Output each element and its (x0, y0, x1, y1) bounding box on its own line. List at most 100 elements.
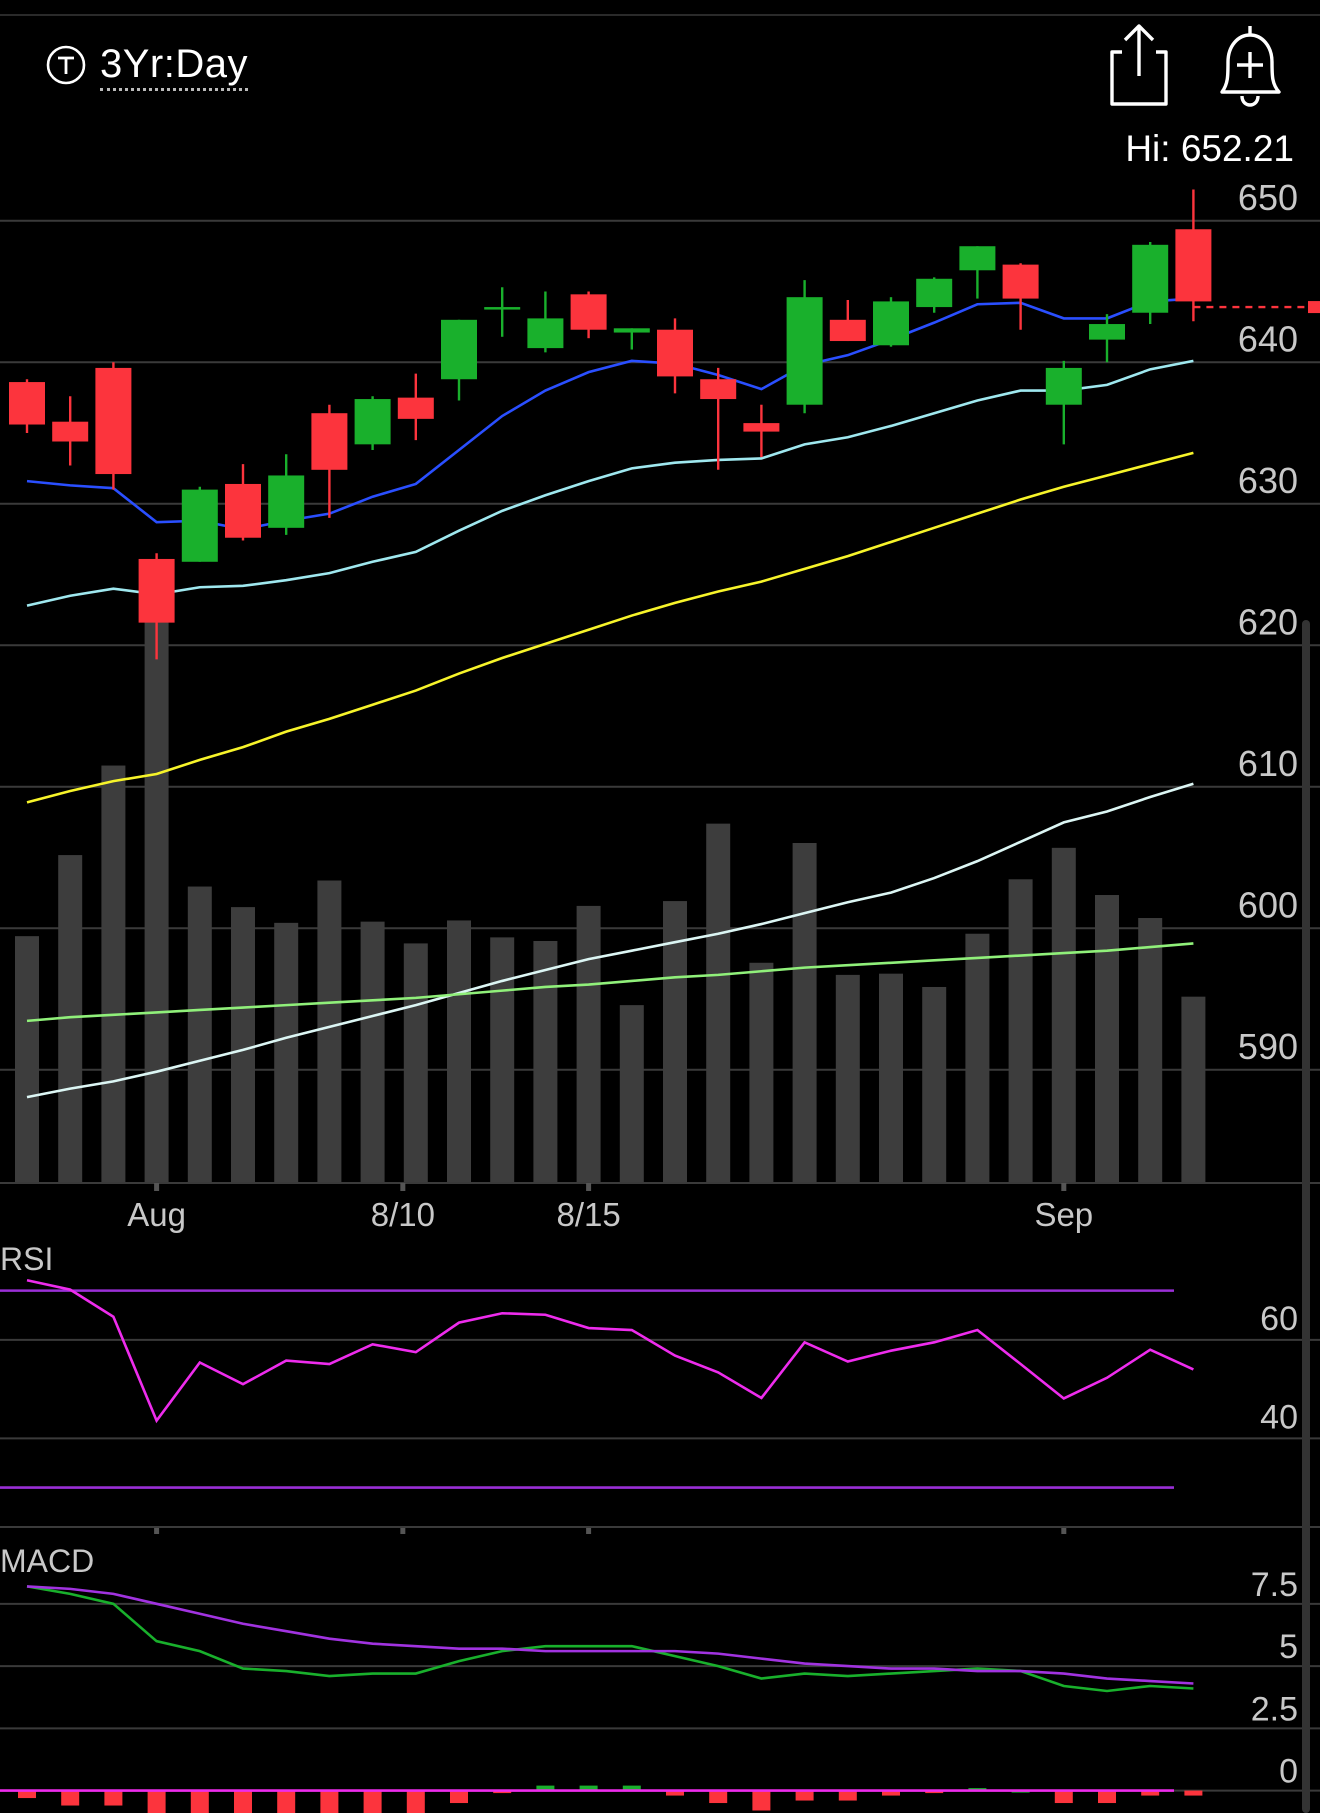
macd-histogram-bar (320, 1790, 339, 1813)
volume-bar (231, 907, 255, 1183)
rsi-axis-label: 60 (1260, 1300, 1298, 1338)
price-axis-label: 620 (1238, 601, 1298, 642)
macd-histogram-bar (1098, 1790, 1116, 1804)
candle-body (1002, 264, 1039, 299)
last-price-marker (1308, 301, 1320, 314)
macd-histogram-bar (234, 1790, 252, 1813)
macd-axis-label: 2.5 (1251, 1690, 1298, 1728)
candle-body (613, 328, 650, 333)
volume-bar (447, 920, 471, 1183)
candle-body (657, 329, 693, 377)
macd-histogram-bar (104, 1790, 123, 1806)
macd-axis-label: 0 (1279, 1753, 1298, 1791)
candle-body (1045, 367, 1082, 405)
volume-bar (144, 616, 169, 1183)
candle-body (181, 489, 218, 562)
macd-histogram-bar (882, 1790, 900, 1796)
volume-bar (1095, 895, 1119, 1183)
macd-histogram-bar (363, 1790, 382, 1813)
volume-bar (879, 973, 903, 1183)
macd-histogram-bar (838, 1790, 857, 1801)
macd-histogram-bar (579, 1785, 598, 1791)
vertical-scrollbar[interactable] (1302, 620, 1310, 1813)
volume-bar (58, 855, 83, 1183)
share-icon[interactable] (1108, 22, 1180, 108)
candle-body (9, 382, 45, 425)
moving-average-line (26, 297, 1194, 531)
volume-bar (576, 905, 601, 1183)
volume-bar (1051, 847, 1076, 1183)
candle-body (52, 421, 89, 442)
volume-bar (1138, 918, 1163, 1183)
candle-body (225, 483, 261, 538)
macd-line (26, 1585, 1194, 1693)
chart-toolbar: 3Yr:Day (0, 0, 1320, 130)
candle-body (95, 367, 132, 475)
macd-histogram-bar (1054, 1790, 1073, 1804)
macd-histogram-bar (752, 1790, 771, 1811)
candle-body (916, 278, 953, 308)
volume-bar (101, 765, 126, 1183)
x-axis-label: 8/15 (556, 1196, 620, 1233)
price-axis-label: 640 (1238, 318, 1298, 359)
tradingview-t-icon (46, 45, 86, 85)
volume-bar (792, 842, 817, 1183)
macd-histogram-bar (277, 1790, 296, 1813)
volume-bar (1008, 879, 1033, 1183)
volume-bar (490, 937, 515, 1183)
volume-bar (965, 933, 990, 1183)
volume-bar (274, 922, 299, 1183)
moving-average-line (26, 359, 1194, 607)
volume-bar (187, 886, 212, 1183)
volume-bar (15, 936, 39, 1183)
rsi-pane-label: RSI (0, 1241, 53, 1277)
candle-body (1089, 324, 1125, 340)
volume-bar (835, 974, 860, 1183)
candle-body (786, 297, 823, 405)
volume-bar (922, 986, 947, 1183)
add-alert-bell-icon[interactable] (1212, 22, 1292, 108)
volume-bar (663, 901, 687, 1183)
candle-body (441, 319, 477, 380)
macd-histogram-bar (61, 1790, 80, 1806)
macd-histogram-bar (190, 1790, 209, 1813)
candle-body (484, 307, 521, 310)
rsi-axis-label: 40 (1260, 1398, 1298, 1436)
price-axis-label: 600 (1238, 884, 1298, 925)
time-range-button[interactable]: 3Yr:Day (46, 38, 248, 92)
candle-body (873, 301, 909, 346)
price-axis-label: 590 (1238, 1026, 1298, 1067)
candle-body (397, 397, 434, 419)
volume-bar (1181, 996, 1206, 1183)
macd-histogram-bar (536, 1785, 555, 1791)
candle-body (829, 319, 866, 342)
macd-histogram-bar (666, 1790, 684, 1796)
candle-body (570, 294, 607, 330)
macd-histogram-bar (795, 1790, 814, 1801)
candle-body (743, 423, 780, 432)
x-axis-label: Sep (1034, 1196, 1093, 1233)
volume-bar (749, 962, 774, 1183)
moving-average-line (26, 451, 1194, 804)
candle-body (268, 475, 305, 528)
volume-bar (619, 1005, 644, 1183)
macd-pane-label: MACD (0, 1543, 94, 1579)
volume-bar (403, 943, 428, 1183)
macd-histogram-bar (450, 1790, 468, 1804)
x-axis-label: 8/10 (371, 1196, 435, 1233)
high-price-label: Hi: 652.21 (1125, 128, 1294, 169)
volume-bar (706, 823, 731, 1183)
macd-histogram-bar (1184, 1790, 1203, 1796)
candle-body (1175, 229, 1212, 302)
candle-body (959, 246, 996, 271)
candle-body (354, 399, 391, 445)
macd-histogram-bar (709, 1790, 728, 1804)
volume-average-line (26, 942, 1194, 1023)
volume-bar (533, 941, 558, 1183)
price-axis-label: 650 (1238, 177, 1298, 218)
candle-body (527, 318, 564, 349)
volume-bar (317, 880, 342, 1183)
price-axis-label: 630 (1238, 460, 1298, 501)
macd-histogram-bar (622, 1785, 641, 1791)
